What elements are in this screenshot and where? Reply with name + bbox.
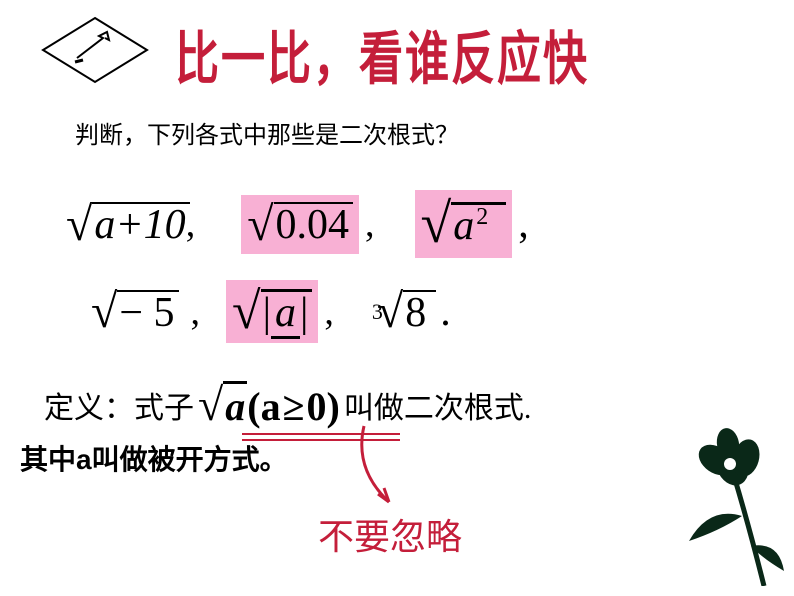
comma: , <box>191 290 201 334</box>
definition-line: 定义：式子 √a(a≥0) 叫做二次根式. <box>44 378 531 431</box>
definition-prefix: 定义：式子 <box>44 383 194 427</box>
comma: , <box>324 290 334 334</box>
pen-diamond-logo <box>35 10 155 90</box>
comma: , <box>518 200 529 248</box>
expr-sqrt-abs-a: √||a|a| <box>226 280 318 343</box>
expr-cuberoot-8: 3√8 . <box>366 282 457 341</box>
comma: , <box>365 202 375 246</box>
expr-sqrt-0-04: √0.04 <box>241 195 359 254</box>
question-text: 判断，下列各式中那些是二次根式？ <box>75 115 459 150</box>
slide-title: 比一比，看谁反应快 <box>175 12 589 95</box>
expression-row-1: √a+10, √0.04 , √a2 , <box>60 190 529 258</box>
flower-decoration <box>634 386 784 586</box>
callout-arrow <box>334 424 454 514</box>
expr-sqrt-a-squared: √a2 <box>415 190 513 258</box>
definition-formula: √a(a≥0) <box>198 378 340 431</box>
sub-definition-text: 其中a叫做被开方式。 <box>20 438 288 478</box>
definition-suffix: 叫做二次根式. <box>344 383 532 427</box>
expr-sqrt-neg-5: √− 5 <box>85 282 185 341</box>
expr-sqrt-a-plus-10: √a+10, <box>60 195 201 254</box>
warning-text: 不要忽略 <box>318 508 462 560</box>
expression-row-2: √− 5 , √||a|a| , 3√8 . <box>85 280 457 343</box>
